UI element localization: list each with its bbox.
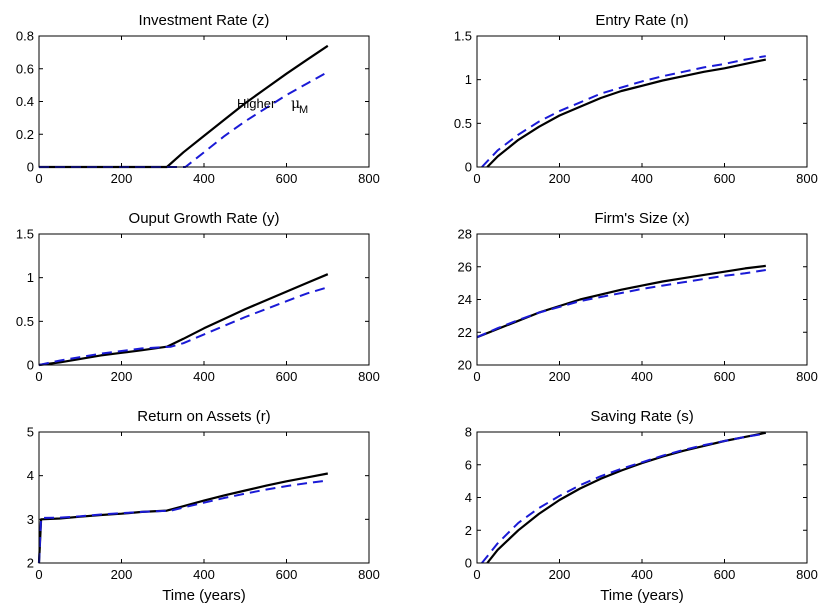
y-tick-label: 0.4 xyxy=(16,94,34,109)
annotation-text: Higher xyxy=(237,96,276,111)
x-tick-label: 800 xyxy=(796,369,818,384)
x-tick-label: 0 xyxy=(35,369,42,384)
y-tick-label: 4 xyxy=(465,490,472,505)
axes-frame xyxy=(476,431,808,564)
x-tick-label: 600 xyxy=(714,567,736,582)
x-tick-label: 600 xyxy=(714,171,736,186)
x-tick-label: 200 xyxy=(111,567,133,582)
y-tick-label: 0.6 xyxy=(16,61,34,76)
x-axis-label: Time (years) xyxy=(162,587,246,604)
x-tick-label: 200 xyxy=(549,567,571,582)
series-line-solid xyxy=(486,58,767,168)
y-tick-label: 1 xyxy=(27,270,34,285)
annotation-symbol: μ xyxy=(291,96,300,112)
panel-5: Return on Assets (r) 0 200 400 600 800 2 3 4 5 Tim… xyxy=(27,408,380,604)
y-tick-label: 1.5 xyxy=(16,227,34,242)
panel-6: Saving Rate (s) 0 200 400 600 800 0 2 4 6 8 Time (y… xyxy=(465,408,818,604)
x-tick-label: 400 xyxy=(631,369,653,384)
series-line-dashed xyxy=(476,269,766,339)
y-tick-label: 0.5 xyxy=(16,314,34,329)
x-tick-label: 400 xyxy=(631,171,653,186)
x-tick-label: 600 xyxy=(276,567,298,582)
x-tick-label: 200 xyxy=(549,369,571,384)
x-tick-label: 800 xyxy=(358,171,380,186)
series-line-solid xyxy=(38,273,329,367)
y-tick-label: 4 xyxy=(27,468,34,483)
panel-3: Ouput Growth Rate (y) 0 200 400 600 800 0 0.5 1 1… xyxy=(16,210,380,384)
panel-title: Saving Rate (s) xyxy=(590,408,693,425)
y-tick-label: 22 xyxy=(458,325,472,340)
panel-title: Return on Assets (r) xyxy=(137,408,270,425)
panel-title: Ouput Growth Rate (y) xyxy=(129,210,280,227)
panel-title: Firm's Size (x) xyxy=(594,210,689,227)
panel-title: Investment Rate (z) xyxy=(139,12,270,29)
x-tick-label: 800 xyxy=(796,567,818,582)
x-tick-label: 200 xyxy=(549,171,571,186)
panel-4: Firm's Size (x) 0 200 400 600 800 20 22 24 26 28 xyxy=(458,210,818,384)
series-line-solid xyxy=(486,431,767,564)
y-tick-label: 20 xyxy=(458,358,472,373)
y-tick-label: 0 xyxy=(465,556,472,571)
x-tick-label: 0 xyxy=(473,369,480,384)
axes-frame xyxy=(476,35,808,168)
y-tick-label: 1.5 xyxy=(454,29,472,44)
y-tick-label: 5 xyxy=(27,425,34,440)
y-tick-label: 8 xyxy=(465,425,472,440)
x-tick-label: 200 xyxy=(111,171,133,186)
x-tick-label: 800 xyxy=(796,171,818,186)
y-tick-label: 3 xyxy=(27,512,34,527)
y-tick-label: 0.5 xyxy=(454,116,472,131)
y-tick-label: 2 xyxy=(27,556,34,571)
series-line-dashed xyxy=(481,55,766,168)
annotation-higher-mu-m: Higher μM xyxy=(237,96,308,116)
y-tick-label: 0 xyxy=(27,160,34,175)
y-tick-label: 0 xyxy=(465,160,472,175)
x-tick-label: 400 xyxy=(193,369,215,384)
series-line-dashed xyxy=(481,432,766,564)
y-tick-label: 0 xyxy=(27,358,34,373)
x-tick-label: 400 xyxy=(631,567,653,582)
x-tick-label: 800 xyxy=(358,369,380,384)
y-tick-label: 26 xyxy=(458,259,472,274)
x-tick-label: 0 xyxy=(473,171,480,186)
y-tick-label: 1 xyxy=(465,72,472,87)
axes-frame xyxy=(38,233,370,366)
series-line-dashed xyxy=(38,286,329,366)
y-tick-label: 2 xyxy=(465,523,472,538)
series-line-dashed xyxy=(38,479,328,564)
y-tick-label: 24 xyxy=(458,292,472,307)
y-tick-label: 0.2 xyxy=(16,127,34,142)
x-tick-label: 800 xyxy=(358,567,380,582)
x-axis-label: Time (years) xyxy=(600,587,684,604)
annotation-subscript: M xyxy=(299,104,308,116)
axes-frame xyxy=(38,35,370,168)
x-tick-label: 0 xyxy=(473,567,480,582)
x-tick-label: 0 xyxy=(35,567,42,582)
x-tick-label: 200 xyxy=(111,369,133,384)
x-tick-label: 400 xyxy=(193,171,215,186)
x-tick-label: 600 xyxy=(276,171,298,186)
series-line-solid xyxy=(39,44,329,169)
y-tick-label: 0.8 xyxy=(16,29,34,44)
x-tick-label: 0 xyxy=(35,171,42,186)
series-line-solid xyxy=(476,264,766,339)
x-tick-label: 600 xyxy=(714,369,736,384)
panel-title: Entry Rate (n) xyxy=(595,12,688,29)
panel-2: Entry Rate (n) 0 200 400 600 800 0 0.5 1 1.5 xyxy=(454,12,818,186)
panel-1: Investment Rate (z) 0 200 400 600 800 0 0.2 0.4 0… xyxy=(16,12,380,186)
y-tick-label: 28 xyxy=(458,227,472,242)
x-tick-label: 400 xyxy=(193,567,215,582)
y-tick-label: 6 xyxy=(465,457,472,472)
axes-frame xyxy=(476,233,808,366)
x-tick-label: 600 xyxy=(276,369,298,384)
axes-frame xyxy=(38,431,370,564)
